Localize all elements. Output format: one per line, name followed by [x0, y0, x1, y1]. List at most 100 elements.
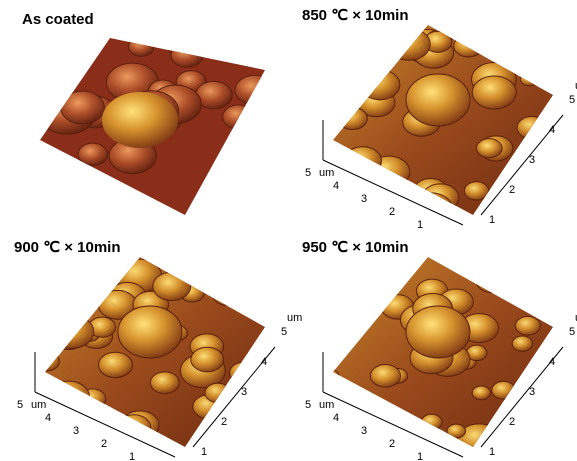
axis-tick-label: 3	[529, 154, 535, 166]
grain	[464, 182, 488, 200]
grain	[223, 105, 255, 129]
grain	[333, 307, 363, 330]
grain	[338, 320, 358, 335]
axis-tick-label: 2	[221, 416, 227, 428]
axis-tick-label: 1	[201, 446, 207, 458]
axis-tick-label: 1	[417, 219, 423, 231]
grain	[379, 22, 414, 48]
grain	[150, 372, 179, 394]
grain	[118, 306, 182, 358]
axis-tick-label: 4	[333, 180, 339, 192]
grain	[49, 293, 71, 309]
axis-tick-label: 3	[73, 425, 79, 437]
grain	[228, 270, 257, 292]
axis-tick-label: um	[31, 399, 46, 411]
panel-title: As coated	[22, 11, 94, 28]
grain	[191, 347, 224, 372]
grain	[153, 272, 191, 300]
axis-tick-label: 2	[509, 416, 515, 428]
grain	[117, 415, 151, 440]
axis-tick-label: 4	[261, 356, 267, 368]
figure: As coated850 ℃ × 10min5um432112345um900 …	[0, 0, 577, 461]
grain	[472, 386, 490, 400]
axis-tick-label: 5	[281, 326, 287, 338]
axis-tick-label: um	[287, 312, 302, 324]
axis-tick-label: 3	[361, 193, 367, 205]
grain	[50, 315, 94, 348]
axis-tick-label: 4	[333, 412, 339, 424]
grain	[422, 184, 459, 212]
grain	[335, 34, 358, 51]
axis-tick-label: 4	[549, 124, 555, 136]
grains	[312, 21, 571, 224]
grain	[35, 176, 80, 210]
grain	[515, 316, 540, 335]
afm-panel: 950 ℃ × 10min5um432112345um	[302, 239, 577, 461]
grain	[238, 399, 268, 421]
axis-tick-label: 5	[305, 399, 311, 411]
axis-tick-label: 1	[489, 446, 495, 458]
grain	[477, 139, 503, 158]
grain	[205, 383, 231, 402]
grain	[421, 414, 442, 430]
axis-tick-label: 3	[361, 425, 367, 437]
panel-title: 850 ℃ × 10min	[302, 7, 409, 24]
grain	[128, 37, 154, 56]
panel-title: 900 ℃ × 10min	[14, 239, 121, 256]
grain	[22, 182, 81, 226]
grain	[338, 107, 368, 129]
grain	[34, 352, 60, 371]
grain	[99, 352, 133, 377]
axis-tick-label: um	[319, 399, 334, 411]
grain	[370, 365, 400, 388]
grain	[512, 336, 532, 351]
grain	[36, 319, 67, 342]
grain	[318, 369, 339, 385]
grain	[388, 28, 431, 60]
axis-tick-label: 2	[101, 438, 107, 450]
grain	[102, 92, 178, 148]
grain	[406, 74, 470, 126]
axis-tick-label: 3	[529, 386, 535, 398]
grain	[61, 91, 105, 124]
axis-tick-label: 1	[489, 214, 495, 226]
grain	[78, 143, 108, 165]
grain	[369, 261, 397, 282]
grain	[360, 70, 400, 100]
axis-tick-label: 5	[305, 167, 311, 179]
panel-title: 950 ℃ × 10min	[302, 239, 409, 256]
axis-tick-label: 1	[417, 451, 423, 461]
grain	[406, 306, 470, 358]
grain	[325, 298, 357, 322]
grain	[476, 270, 507, 293]
grain	[213, 285, 241, 306]
grain	[319, 79, 347, 100]
axis-tick-label: 2	[389, 438, 395, 450]
grain	[520, 72, 539, 86]
grain	[492, 381, 516, 399]
axis-tick-label: 4	[549, 356, 555, 368]
grain	[532, 404, 571, 433]
grain	[347, 279, 374, 299]
axis-tick-label: 5	[569, 326, 575, 338]
grain	[330, 21, 363, 46]
grain	[517, 117, 547, 139]
axis-tick-label: 5	[17, 399, 23, 411]
grain	[246, 100, 278, 124]
grain	[505, 54, 524, 68]
axis-tick-label: 2	[389, 206, 395, 218]
grain	[252, 376, 274, 393]
grain	[344, 147, 382, 175]
grain	[447, 424, 466, 438]
grain	[525, 186, 567, 218]
grain	[235, 75, 275, 105]
axis-tick-label: um	[319, 167, 334, 179]
axis-tick-label: 2	[509, 184, 515, 196]
afm-panel: As coated	[22, 11, 278, 226]
grain	[43, 280, 75, 304]
axis-tick-label: 3	[241, 386, 247, 398]
axis-tick-label: 1	[129, 451, 135, 461]
grain	[350, 54, 368, 68]
